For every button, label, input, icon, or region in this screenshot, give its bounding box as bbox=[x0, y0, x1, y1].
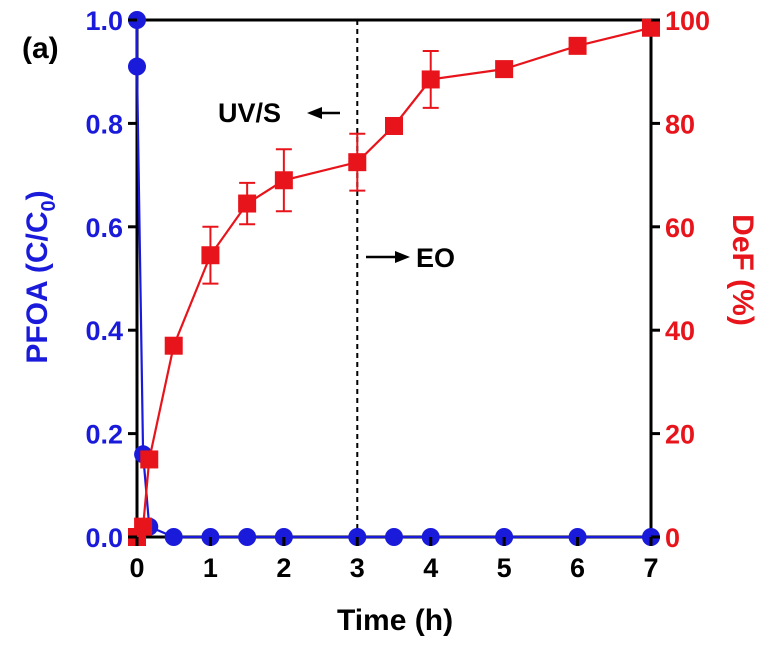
axes-layer bbox=[135, 18, 653, 539]
annotation-eo: EO bbox=[366, 243, 455, 273]
data-point bbox=[274, 171, 293, 190]
y-left-sub: 0 bbox=[38, 200, 60, 211]
x-tick-label: 0 bbox=[129, 553, 144, 583]
data-point bbox=[385, 528, 403, 546]
data-point bbox=[238, 528, 257, 546]
y-right-tick-label: 20 bbox=[665, 420, 695, 450]
data-point bbox=[164, 336, 183, 355]
arrow-right-head bbox=[395, 251, 410, 263]
y-left-tick-label: 0.6 bbox=[85, 213, 123, 243]
x-tick-label: 6 bbox=[570, 553, 585, 583]
data-point bbox=[164, 528, 183, 546]
x-tick-label: 1 bbox=[203, 553, 218, 583]
data-point bbox=[642, 18, 660, 37]
y-left-tick-label: 0.4 bbox=[85, 316, 123, 346]
y-left-main: PFOA (C/C bbox=[21, 211, 54, 363]
data-point bbox=[385, 116, 403, 135]
data-point bbox=[140, 450, 159, 469]
data-point bbox=[568, 36, 587, 55]
data-point bbox=[201, 246, 220, 265]
data-point bbox=[134, 517, 153, 536]
annotation-uvs: UV/S bbox=[218, 98, 340, 128]
y-left-tick-label: 0.0 bbox=[85, 523, 123, 553]
series-layer bbox=[128, 11, 660, 546]
y-right-tick-label: 80 bbox=[665, 109, 695, 139]
x-tick-label: 3 bbox=[350, 553, 365, 583]
y-axis-label-left: PFOA (C/C0) bbox=[21, 190, 60, 363]
x-tick-label: 4 bbox=[423, 553, 438, 583]
data-point bbox=[421, 70, 440, 89]
x-axis-label: Time (h) bbox=[337, 604, 453, 637]
x-tick-label: 7 bbox=[643, 553, 658, 583]
x-tick-label: 2 bbox=[276, 553, 291, 583]
data-point bbox=[238, 194, 257, 213]
y-right-tick-label: 0 bbox=[665, 523, 680, 553]
y-right-tick-label: 60 bbox=[665, 213, 695, 243]
data-point bbox=[348, 153, 367, 172]
data-point bbox=[128, 57, 146, 76]
y-left-tick-label: 0.2 bbox=[85, 420, 123, 450]
y-left-tick-label: 0.8 bbox=[85, 109, 123, 139]
arrow-left-head bbox=[307, 107, 322, 119]
y-axis-label-right: DeF (%) bbox=[726, 214, 759, 326]
x-tick-label: 5 bbox=[497, 553, 512, 583]
y-left-end: ) bbox=[21, 190, 54, 200]
y-right-tick-label: 100 bbox=[665, 6, 710, 36]
panel-label: (a) bbox=[22, 32, 59, 65]
data-point bbox=[495, 60, 514, 79]
series-line-1 bbox=[136, 26, 652, 538]
y-right-tick-label: 40 bbox=[665, 316, 695, 346]
ticks-layer: 0 1 2 3 4 5 6 7 0.0 0.2 0.4 0.6 0.8 1.0 0 20 40 60 80 100 bbox=[85, 6, 710, 583]
y-left-tick-label: 1.0 bbox=[85, 6, 123, 36]
annotation-eo-text: EO bbox=[416, 243, 455, 273]
annotation-uvs-text: UV/S bbox=[218, 98, 281, 128]
series-line-0 bbox=[135, 20, 651, 539]
